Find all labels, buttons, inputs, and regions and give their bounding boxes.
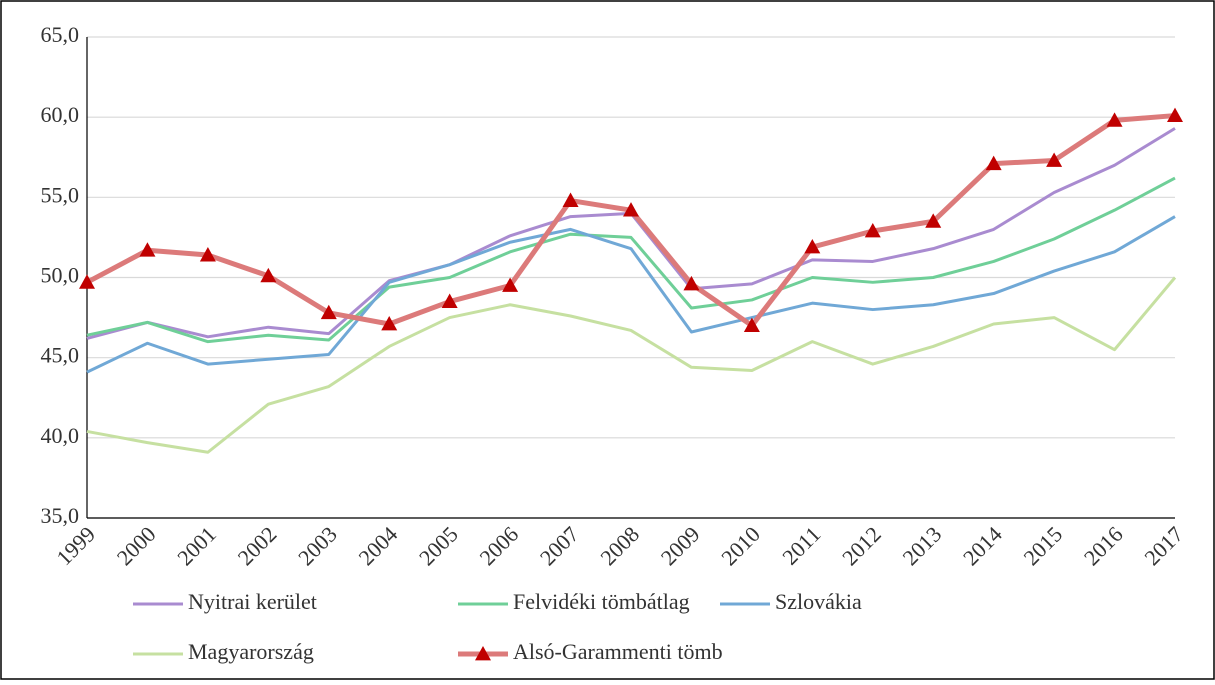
series-marker	[79, 274, 95, 289]
legend-label: Felvidéki tömbátlag	[513, 589, 690, 614]
y-tick-label: 35,0	[41, 503, 80, 528]
legend-marker	[475, 646, 491, 661]
series-marker	[743, 317, 760, 332]
y-tick-label: 55,0	[41, 182, 80, 207]
series-marker	[139, 242, 156, 257]
series-marker	[1167, 107, 1183, 122]
series-marker	[502, 277, 519, 292]
series-marker	[683, 275, 700, 291]
y-tick-label: 60,0	[41, 102, 80, 127]
series-marker	[985, 155, 1002, 171]
legend-label: Nyitrai kerület	[188, 589, 317, 614]
series-marker	[320, 304, 337, 320]
series-marker	[441, 293, 458, 308]
y-tick-label: 45,0	[41, 343, 80, 368]
legend-label: Szlovákia	[775, 589, 862, 614]
series-marker	[804, 239, 821, 254]
series-marker	[864, 223, 881, 238]
series-marker	[1106, 112, 1123, 127]
series-marker	[623, 202, 639, 217]
series-marker	[199, 247, 216, 262]
series-marker	[381, 315, 398, 331]
series-marker	[1046, 152, 1063, 167]
legend-label: Magyarország	[188, 639, 314, 664]
series-line	[86, 276, 1177, 454]
series-marker	[562, 192, 579, 207]
series-marker	[925, 213, 942, 228]
y-tick-label: 65,0	[41, 22, 80, 47]
legend-label: Alsó-Garammenti tömb	[513, 639, 723, 664]
y-tick-label: 40,0	[41, 423, 80, 448]
y-tick-label: 50,0	[41, 263, 80, 288]
series-marker	[260, 267, 277, 283]
series-line	[86, 215, 1176, 374]
series-line	[86, 176, 1176, 344]
